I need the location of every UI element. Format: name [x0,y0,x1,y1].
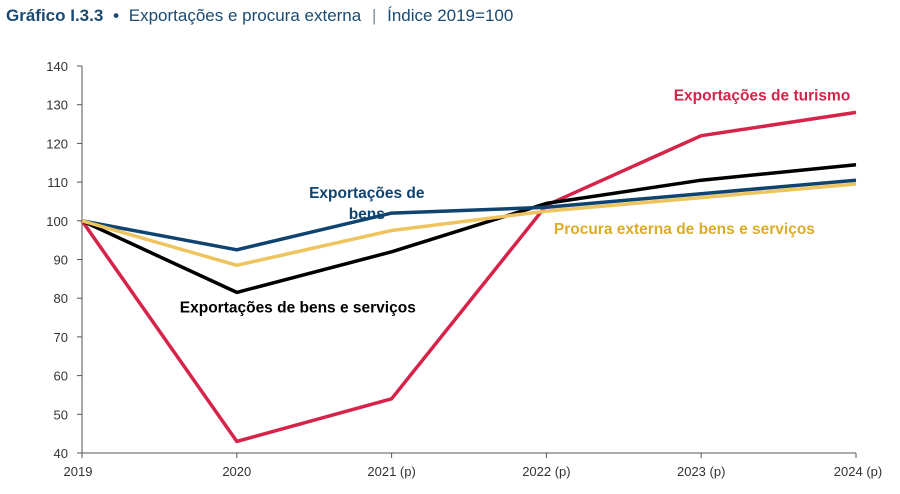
x-tick-label: 2019 [64,464,93,479]
series-line-exportacoes-de-turismo [80,110,857,444]
y-tick-label: 60 [54,369,68,384]
series-line-procura-externa-de-bens-e-servicos [81,182,857,268]
series-line-exportacoes-de-bens-e-servicos [81,162,857,295]
x-tick-label: 2024 (p) [834,464,882,479]
annotation-exportacoes-de-bens-e-servicos: Exportações de bens e serviços [180,299,416,316]
y-tick-label: 140 [46,59,68,74]
annotation-line: Procura externa de bens e serviços [554,221,815,238]
y-tick-label: 50 [54,407,68,422]
chart-title: Exportações e procura externa [128,6,362,25]
chart-annotations: Exportações de turismo Exportações de bens… [180,87,851,316]
x-tick-label: 2023 (p) [677,464,725,479]
chart-header: Gráfico I.3.3 • Exportações e procura ex… [6,5,513,27]
x-tick-label: 2020 [222,464,251,479]
y-tick-label: 40 [54,446,68,461]
annotation-procura-externa-de-bens-e-servicos: Procura externa de bens e serviços [554,221,815,238]
chart-label: Gráfico I.3.3 [6,6,104,25]
annotation-line: bens [349,206,385,223]
header-bullet: • [113,6,120,25]
y-tick-label: 70 [54,330,68,345]
y-tick-label: 110 [47,175,68,190]
annotation-exportacoes-de-turismo: Exportações de turismo [674,87,851,104]
y-tick-label: 100 [46,214,68,229]
annotation-line: Exportações de [309,185,425,202]
chart-subtitle: Índice 2019=100 [387,6,514,25]
x-tick-label: 2021 (p) [367,464,415,479]
y-tick-label: 90 [54,253,68,268]
chart-axes: 40 50 60 70 80 90 100 110 120 130 140 2019 2020 2021 … [46,59,882,479]
chart-series [80,110,857,444]
annotation-exportacoes-de-bens: Exportações de bens [309,185,425,223]
y-tick-label: 120 [46,136,68,151]
annotation-line: Exportações de turismo [674,87,851,104]
annotation-line: Exportações de bens e serviços [180,299,416,316]
series-line-exportacoes-de-bens [81,178,857,252]
y-tick-label: 130 [46,98,68,113]
x-tick-label: 2022 (p) [522,464,570,479]
header-divider: | [371,6,377,25]
y-tick-label: 80 [54,291,68,306]
